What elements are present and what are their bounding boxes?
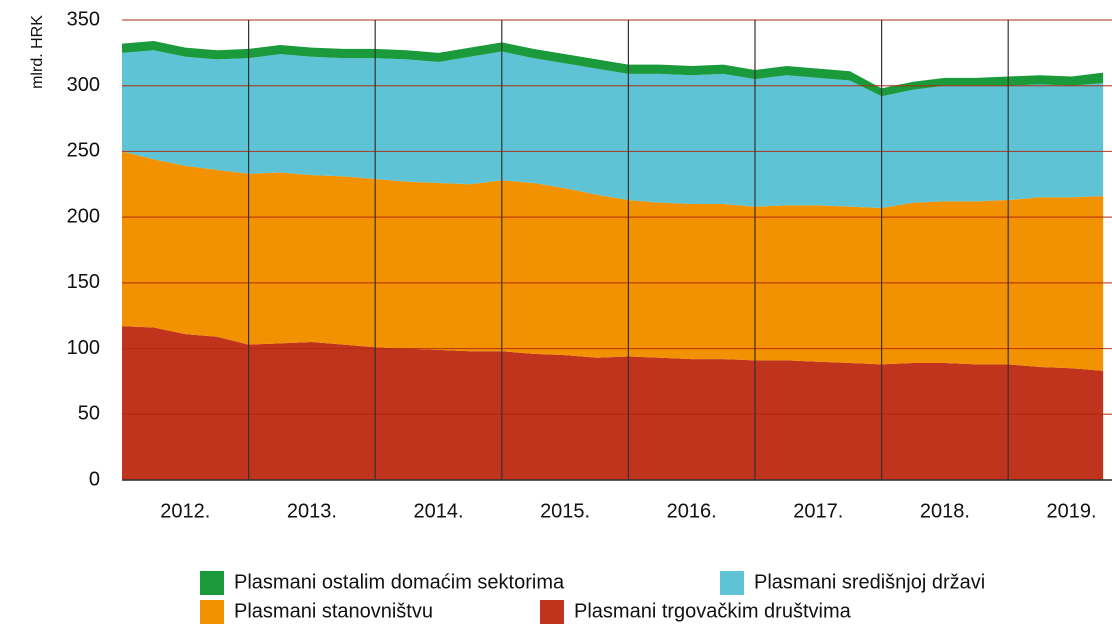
y-tick-label: 300 <box>67 74 100 96</box>
area <box>122 50 1104 208</box>
legend-label: Plasmani ostalim domaćim sektorima <box>234 571 565 593</box>
y-tick-label: 350 <box>67 8 100 30</box>
y-tick-label: 250 <box>67 140 100 162</box>
x-tick-label: 2012. <box>160 500 210 522</box>
x-tick-label: 2013. <box>287 500 337 522</box>
y-tick-label: 50 <box>78 403 100 425</box>
y-tick-label: 100 <box>67 337 100 359</box>
area <box>122 151 1104 371</box>
legend-label: Plasmani trgovačkim društvima <box>574 600 852 622</box>
area <box>122 41 1104 97</box>
x-tick-label: 2014. <box>413 500 463 522</box>
x-tick-label: 2015. <box>540 500 590 522</box>
legend-swatch <box>200 571 224 595</box>
legend-label: Plasmani središnjoj državi <box>754 571 985 593</box>
legend-label: Plasmani stanovništvu <box>234 600 433 622</box>
x-tick-label: 2016. <box>667 500 717 522</box>
x-tick-label: 2017. <box>793 500 843 522</box>
x-tick-label: 2018. <box>920 500 970 522</box>
area <box>122 326 1104 480</box>
legend-swatch <box>200 600 224 624</box>
y-axis-label: mlrd. HRK <box>29 15 46 89</box>
y-tick-label: 150 <box>67 271 100 293</box>
y-tick-label: 200 <box>67 205 100 227</box>
legend-swatch <box>540 600 564 624</box>
y-tick-label: 0 <box>89 468 100 490</box>
x-tick-label: 2019. <box>1046 500 1096 522</box>
legend-swatch <box>720 571 744 595</box>
